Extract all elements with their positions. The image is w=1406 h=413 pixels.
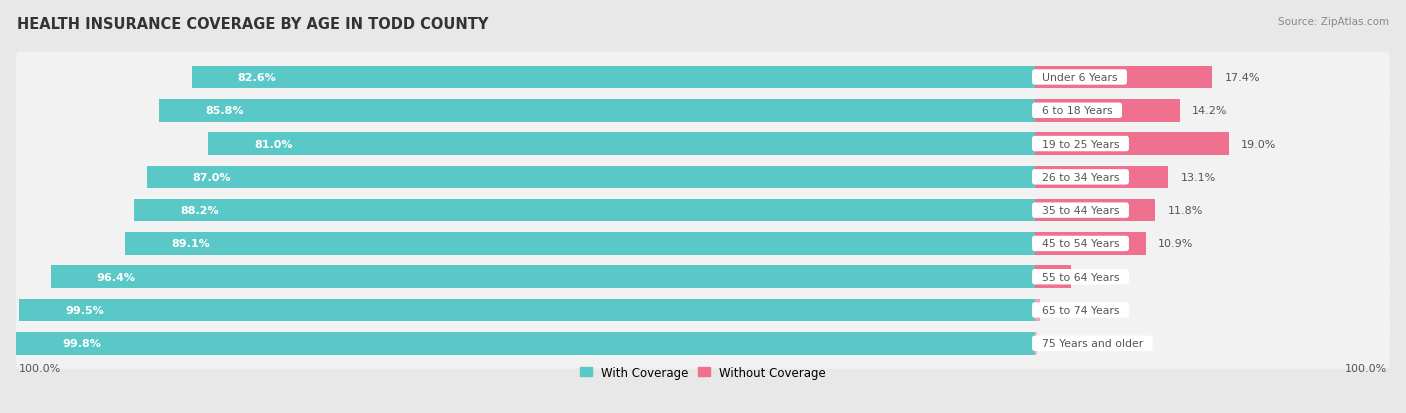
Bar — [1035, 199, 1156, 222]
Bar — [15, 332, 1035, 355]
Text: 96.4%: 96.4% — [97, 272, 136, 282]
Bar — [1035, 266, 1071, 288]
Bar — [191, 66, 1035, 89]
Text: 17.4%: 17.4% — [1225, 73, 1260, 83]
Text: 3.6%: 3.6% — [1084, 272, 1112, 282]
Text: 35 to 44 Years: 35 to 44 Years — [1035, 206, 1126, 216]
Bar — [208, 133, 1035, 156]
Bar — [159, 100, 1035, 122]
Text: 89.1%: 89.1% — [172, 239, 209, 249]
FancyBboxPatch shape — [15, 252, 1391, 302]
Text: 0.54%: 0.54% — [1053, 305, 1088, 315]
Bar — [1035, 332, 1038, 355]
Text: 11.8%: 11.8% — [1167, 206, 1202, 216]
Text: 99.5%: 99.5% — [65, 305, 104, 315]
Text: 99.8%: 99.8% — [62, 339, 101, 349]
Text: 88.2%: 88.2% — [180, 206, 219, 216]
Text: 14.2%: 14.2% — [1192, 106, 1227, 116]
Text: 100.0%: 100.0% — [1344, 363, 1386, 373]
Bar — [125, 233, 1035, 255]
FancyBboxPatch shape — [15, 152, 1391, 203]
Text: 10.9%: 10.9% — [1159, 239, 1194, 249]
Bar — [1035, 299, 1040, 322]
Text: 100.0%: 100.0% — [20, 363, 62, 373]
Text: HEALTH INSURANCE COVERAGE BY AGE IN TODD COUNTY: HEALTH INSURANCE COVERAGE BY AGE IN TODD… — [17, 17, 488, 31]
FancyBboxPatch shape — [15, 318, 1391, 369]
FancyBboxPatch shape — [15, 185, 1391, 236]
FancyBboxPatch shape — [15, 285, 1391, 335]
Text: 82.6%: 82.6% — [238, 73, 277, 83]
Bar — [1035, 166, 1168, 189]
Text: 81.0%: 81.0% — [254, 139, 292, 149]
Text: 45 to 54 Years: 45 to 54 Years — [1035, 239, 1126, 249]
Text: 0.22%: 0.22% — [1049, 339, 1084, 349]
Text: 65 to 74 Years: 65 to 74 Years — [1035, 305, 1126, 315]
Text: 13.1%: 13.1% — [1181, 173, 1216, 183]
Text: 55 to 64 Years: 55 to 64 Years — [1035, 272, 1126, 282]
Bar — [1035, 133, 1229, 156]
Bar — [1035, 66, 1212, 89]
FancyBboxPatch shape — [15, 52, 1391, 103]
Text: 26 to 34 Years: 26 to 34 Years — [1035, 173, 1126, 183]
Text: 75 Years and older: 75 Years and older — [1035, 339, 1150, 349]
Bar — [1035, 233, 1146, 255]
FancyBboxPatch shape — [15, 86, 1391, 136]
Text: Source: ZipAtlas.com: Source: ZipAtlas.com — [1278, 17, 1389, 26]
Bar — [135, 199, 1035, 222]
FancyBboxPatch shape — [15, 218, 1391, 269]
FancyBboxPatch shape — [15, 119, 1391, 169]
Bar — [51, 266, 1035, 288]
Legend: With Coverage, Without Coverage: With Coverage, Without Coverage — [579, 366, 827, 379]
Bar — [20, 299, 1035, 322]
Bar — [146, 166, 1035, 189]
Text: 19.0%: 19.0% — [1241, 139, 1277, 149]
Text: 6 to 18 Years: 6 to 18 Years — [1035, 106, 1119, 116]
Text: Under 6 Years: Under 6 Years — [1035, 73, 1125, 83]
Text: 19 to 25 Years: 19 to 25 Years — [1035, 139, 1126, 149]
Text: 85.8%: 85.8% — [205, 106, 243, 116]
Bar — [1035, 100, 1180, 122]
Text: 87.0%: 87.0% — [193, 173, 231, 183]
